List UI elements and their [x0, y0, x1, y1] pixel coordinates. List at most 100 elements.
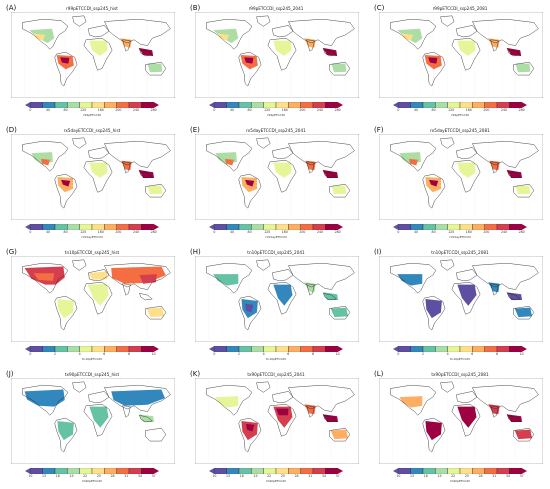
coastline: [306, 283, 315, 296]
coastline: [72, 15, 87, 27]
coastline: [456, 25, 478, 38]
map-panel: (B) r99pETCCDI_ssp245_2041 0 40 80 120 160 200 2…: [187, 2, 365, 122]
coastline: [267, 160, 297, 193]
world-map: [379, 134, 543, 220]
coastline: [83, 282, 113, 315]
colorbar-tick-label: 120: [448, 108, 455, 112]
colorbar-tick-label: 160: [465, 108, 472, 112]
panel-letter: (A): [6, 4, 17, 12]
world-map: [195, 12, 359, 98]
map-panel: (D) rx5dayETCCDI_ssp245_hist 0 40 80 120 160 20…: [3, 124, 181, 244]
colorbar-min-arrow: [393, 468, 399, 474]
colorbar-tick-label: 280: [518, 108, 525, 112]
coastline: [513, 305, 535, 320]
colorbar-tick-label: 240: [500, 230, 508, 234]
world-map: [11, 134, 175, 220]
colorbar-tick-label: 8: [495, 352, 498, 356]
colorbar-tick-label: 80: [63, 230, 68, 234]
colorbar-tick-label: 160: [97, 108, 104, 112]
panel-title: tx90pETCCDI_ssp245_2041: [247, 372, 305, 377]
coastline: [88, 147, 110, 160]
panel-title: rx5dayETCCDI_ssp245_2041: [246, 128, 306, 133]
data-region: [246, 423, 255, 432]
colorbar-ticks: 0 2 4 6 8 10: [393, 352, 527, 357]
coastline: [54, 417, 78, 453]
panel-title: tn10pETCCDI_ssp245_hist: [64, 250, 120, 255]
colorbar-tick-label: 16: [239, 474, 244, 478]
coastline: [206, 262, 253, 294]
colorbar-min-arrow: [209, 346, 215, 352]
colorbar-tick-label: 2: [54, 352, 57, 356]
colorbar-tick-label: 160: [281, 108, 288, 112]
coastline: [288, 140, 355, 168]
world-map: [11, 378, 175, 464]
colorbar-tick-label: 240: [500, 108, 508, 112]
map-panel: (C) r99pETCCDI_ssp245_2081 0 40 80 120 160 200 2…: [371, 2, 549, 122]
colorbar-tick-label: 40: [45, 108, 50, 112]
colorbar-ticks: 0 2 4 6 8 10: [25, 352, 159, 357]
colorbar-tick-label: 19: [253, 474, 258, 478]
coastline: [472, 140, 539, 168]
colorbar-min-arrow: [25, 102, 31, 108]
data-region: [273, 284, 293, 306]
colorbar: [25, 468, 159, 474]
coastline: [440, 259, 455, 271]
colorbar-min-arrow: [209, 102, 215, 108]
data-region: [24, 389, 65, 407]
colorbar-tick-label: 160: [465, 230, 472, 234]
colorbar-unit-label: tn10pETCCDI: [82, 357, 102, 361]
coastline: [490, 405, 499, 418]
colorbar: [393, 468, 527, 474]
colorbar-tick-label: 240: [316, 230, 324, 234]
colorbar: [25, 346, 159, 352]
panel-title: rx5dayETCCDI_ssp245_2081: [430, 128, 490, 133]
colorbar-min-arrow: [209, 468, 215, 474]
colorbar-tick-label: 280: [334, 108, 341, 112]
data-region: [225, 158, 234, 166]
coastline: [267, 404, 297, 437]
colorbar-unit-label: rx5dayETCCDI: [265, 235, 287, 239]
colorbar: [393, 346, 527, 352]
data-region: [139, 274, 157, 284]
coastline: [451, 38, 481, 71]
colorbar-tick-label: 10: [151, 352, 156, 356]
panel-letter: (E): [190, 126, 200, 134]
coastline: [139, 170, 153, 179]
colorbar-tick-label: 19: [69, 474, 74, 478]
coastline: [122, 39, 131, 52]
coastline: [272, 391, 294, 404]
colorbar-unit-label: r99pETCCDI: [451, 113, 469, 117]
coastline: [306, 161, 315, 174]
data-region: [87, 283, 109, 306]
colorbar-tick-label: 10: [519, 352, 524, 356]
colorbar-ticks: 0 40 80 120 160 200 240 280: [209, 108, 343, 113]
coastline: [88, 391, 110, 404]
data-region: [515, 185, 531, 195]
coastline: [390, 18, 437, 50]
panel-letter: (L): [374, 370, 384, 378]
colorbar-tick-label: 31: [124, 474, 129, 478]
colorbar-unit-label: r99pETCCDI: [267, 113, 285, 117]
colorbar-tick-label: 2: [422, 352, 425, 356]
colorbar-tick-label: 4: [446, 352, 449, 356]
colorbar-max-arrow: [521, 102, 527, 108]
colorbar-tick-label: 10: [335, 352, 340, 356]
data-region: [428, 57, 438, 64]
map-panel: (F) rx5dayETCCDI_ssp245_2081 0 40 80 120 160 20…: [371, 124, 549, 244]
colorbar-min-arrow: [393, 346, 399, 352]
coastline: [72, 381, 87, 393]
colorbar-min-arrow: [393, 224, 399, 230]
colorbar-tick-label: 28: [110, 474, 115, 478]
coastline: [472, 262, 539, 290]
colorbar-unit-label: tn10pETCCDI: [450, 357, 470, 361]
colorbar-tick-label: 28: [294, 474, 299, 478]
colorbar-tick-label: 28: [478, 474, 483, 478]
coastline: [88, 269, 110, 282]
coastline: [451, 404, 481, 437]
coastline: [145, 183, 167, 198]
colorbar-tick-label: 280: [518, 230, 525, 234]
colorbar-tick-label: 200: [115, 108, 122, 112]
colorbar-min-arrow: [25, 346, 31, 352]
coastline: [323, 48, 337, 57]
colorbar-min-arrow: [209, 224, 215, 230]
